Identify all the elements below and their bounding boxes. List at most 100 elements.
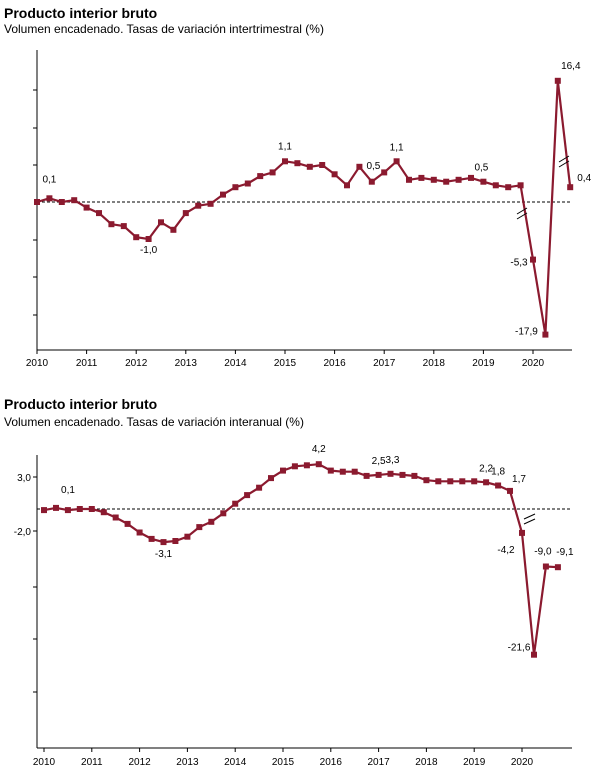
data-point — [423, 477, 430, 484]
data-point — [542, 331, 549, 338]
data-label: -4,2 — [497, 545, 515, 556]
axis-break-mark — [523, 513, 536, 520]
data-point — [303, 462, 310, 469]
x-tick-label: 2016 — [320, 757, 343, 768]
data-point — [542, 563, 549, 570]
data-point — [406, 176, 412, 183]
series-line — [36, 79, 572, 336]
x-tick-label: 2018 — [415, 757, 438, 768]
data-point — [76, 506, 83, 512]
data-point — [331, 171, 338, 178]
data-label: 4,2 — [312, 444, 326, 455]
data-point — [88, 506, 95, 512]
data-point — [170, 226, 177, 233]
data-point — [195, 202, 202, 209]
data-point — [471, 478, 478, 485]
data-point — [530, 256, 536, 263]
data-point — [160, 539, 167, 546]
data-point — [399, 471, 406, 478]
data-point — [319, 162, 326, 168]
chart-panel-interanual: Producto interior bruto Volumen encadena… — [0, 392, 599, 779]
data-point — [280, 467, 286, 474]
chart-svg: 3,0 -2,0 2010 2011 2012 2013 2014 2015 2016 2017 2… — [14, 444, 574, 768]
y-tick-label: 3,0 — [17, 473, 31, 484]
data-point — [158, 219, 164, 226]
x-tick-label: 2012 — [125, 358, 148, 369]
axis-break-mark — [516, 207, 528, 215]
data-label: 2,5 — [372, 456, 386, 467]
data-point — [468, 174, 474, 181]
data-point — [531, 651, 537, 658]
x-tick-label: 2014 — [224, 757, 247, 768]
data-point — [120, 223, 127, 230]
data-label: 1,7 — [512, 474, 526, 485]
data-point — [459, 478, 466, 485]
data-label: 0,5 — [474, 163, 488, 174]
data-point — [567, 184, 574, 191]
x-tick-label: 2017 — [367, 757, 390, 768]
data-point — [480, 178, 487, 185]
chart-svg: 2010 2011 2012 2013 2014 2015 2016 2017 2018 2019… — [26, 50, 592, 369]
data-point — [507, 487, 513, 494]
data-point — [172, 538, 179, 544]
data-point — [220, 191, 226, 198]
x-tick-label: 2019 — [472, 358, 495, 369]
data-point — [435, 478, 442, 485]
axis-break-mark — [558, 160, 570, 168]
data-point — [145, 236, 152, 242]
data-point — [64, 507, 71, 514]
data-point — [381, 169, 388, 176]
data-point — [483, 479, 490, 486]
data-point — [136, 529, 143, 536]
data-point — [46, 195, 53, 202]
data-point — [291, 463, 298, 470]
data-point — [112, 514, 119, 521]
data-label: -5,3 — [510, 258, 528, 269]
data-point — [519, 529, 525, 536]
data-point — [220, 510, 227, 517]
axis-break-mark — [558, 155, 570, 163]
data-label: -3,1 — [155, 549, 173, 560]
data-point — [344, 182, 350, 189]
data-label: 3,3 — [386, 455, 400, 466]
data-label: -21,6 — [508, 643, 531, 654]
x-tick-label: 2011 — [81, 757, 103, 768]
data-point — [244, 492, 251, 499]
data-point — [124, 520, 131, 527]
data-point — [282, 158, 288, 165]
data-point — [100, 509, 107, 516]
data-point — [268, 475, 274, 482]
x-tick-label: 2019 — [463, 757, 486, 768]
data-label: -17,9 — [515, 327, 538, 338]
x-tick-label: 2020 — [511, 757, 534, 768]
data-point — [269, 169, 276, 176]
data-label: 0,1 — [61, 485, 75, 496]
data-point — [363, 472, 370, 479]
data-point — [208, 518, 215, 525]
series-line — [43, 463, 558, 656]
data-point — [418, 174, 425, 181]
data-point — [244, 180, 251, 187]
data-label: 1,1 — [390, 142, 404, 153]
x-tick-label: 2015 — [274, 358, 297, 369]
data-point — [71, 197, 78, 204]
data-point — [505, 184, 512, 191]
data-point — [368, 178, 375, 185]
data-point — [232, 184, 239, 191]
x-tick-label: 2011 — [76, 358, 98, 369]
data-point — [455, 176, 462, 183]
data-point — [411, 472, 418, 479]
data-point — [375, 471, 382, 478]
data-label: 0,4 — [577, 173, 591, 184]
data-point — [148, 535, 155, 542]
data-label: 1,1 — [278, 141, 292, 152]
chart-panel-intertrimestral: Producto interior bruto Volumen encadena… — [0, 0, 599, 380]
x-tick-label: 2010 — [33, 757, 56, 768]
x-tick-label: 2018 — [423, 358, 446, 369]
data-point — [306, 163, 313, 170]
data-point — [492, 182, 499, 189]
data-point — [393, 158, 400, 165]
axis-break-mark — [516, 212, 528, 220]
data-point — [58, 199, 65, 205]
x-tick-label: 2017 — [373, 358, 396, 369]
